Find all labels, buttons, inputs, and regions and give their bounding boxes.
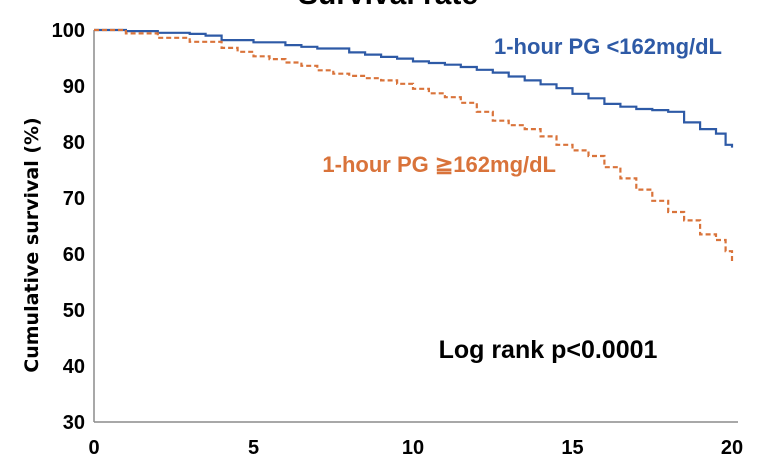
x-tick-label: 10 <box>402 437 424 459</box>
y-tick-label: 60 <box>63 244 85 266</box>
y-tick-label: 80 <box>63 132 85 154</box>
y-tick-label: 100 <box>52 20 85 42</box>
x-tick-label: 0 <box>88 437 99 459</box>
legend-label-high-pg: 1-hour PG ≧162mg/dL <box>322 152 556 177</box>
axes <box>93 30 738 423</box>
x-tick-label: 5 <box>248 437 259 459</box>
x-tick-label: 20 <box>721 437 743 459</box>
series-lines <box>94 28 734 263</box>
series-line-0 <box>94 28 734 148</box>
y-tick-label: 90 <box>63 76 85 98</box>
y-tick-label: 40 <box>63 356 85 378</box>
y-tick-label: 50 <box>63 300 85 322</box>
tick-labels: 30 40 50 60 70 80 90 100 0 5 10 15 20 <box>52 20 744 459</box>
legend-label-low-pg: 1-hour PG <162mg/dL <box>494 34 722 59</box>
log-rank-annotation: Log rank p<0.0001 <box>439 336 658 364</box>
y-tick-label: 30 <box>63 412 85 434</box>
series-line-1 <box>94 28 734 263</box>
y-axis-label: Cumulative survival (%) <box>21 117 43 372</box>
x-tick-label: 15 <box>561 437 583 459</box>
chart-title: Survival rate <box>298 0 478 11</box>
y-tick-label: 70 <box>63 188 85 210</box>
